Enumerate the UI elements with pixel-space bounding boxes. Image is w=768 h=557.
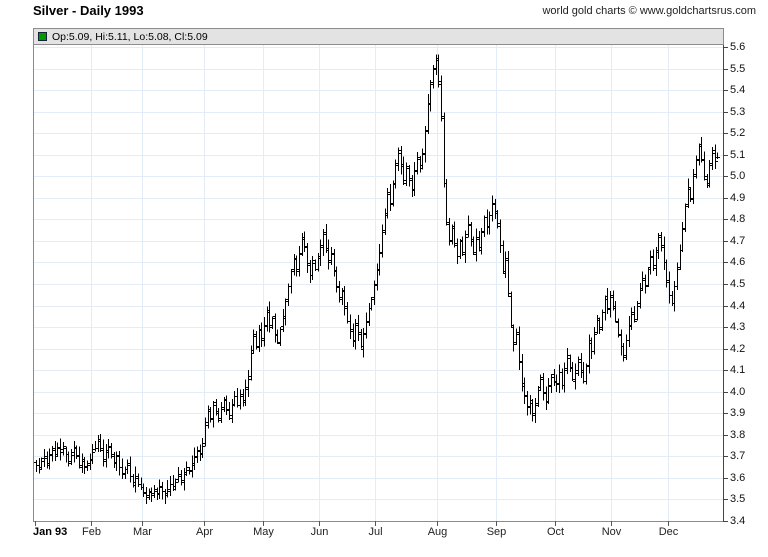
chart-title: Silver - Daily 1993 — [33, 3, 144, 18]
y-tick-label: 4.8 — [730, 213, 746, 225]
x-tick-label: Aug — [427, 526, 448, 538]
x-tick-label: May — [253, 526, 274, 538]
y-tick-label: 4.0 — [730, 386, 746, 398]
copyright-text: world gold charts © www.goldchartsrus.co… — [542, 5, 756, 17]
y-tick-label: 4.2 — [730, 343, 746, 355]
y-tick-label: 4.9 — [730, 192, 746, 204]
y-tick-label: 5.2 — [730, 127, 746, 139]
x-tick-label: Jul — [368, 526, 383, 538]
y-tick-label: 3.4 — [730, 515, 746, 527]
y-tick-label: 4.3 — [730, 321, 746, 333]
x-tick-label: Apr — [195, 526, 214, 538]
y-tick-label: 3.9 — [730, 407, 746, 419]
x-tick-label: Sep — [486, 526, 507, 538]
x-tick-label: Jan 93 — [33, 526, 68, 538]
y-tick-label: 5.3 — [730, 106, 746, 118]
y-axis — [723, 28, 728, 522]
y-tick-label: 5.0 — [730, 170, 746, 182]
x-tick-label: Jun — [310, 526, 329, 538]
x-tick-label: Dec — [658, 526, 679, 538]
y-tick-label: 3.6 — [730, 472, 746, 484]
y-tick-label: 4.7 — [730, 235, 746, 247]
plot-border — [33, 28, 724, 522]
gridlines — [33, 44, 723, 521]
legend: Op:5.09, Hi:5.11, Lo:5.08, Cl:5.09 — [33, 28, 724, 45]
y-tick-label: 4.4 — [730, 300, 746, 312]
x-axis-ticks — [35, 521, 669, 526]
y-tick-label: 4.1 — [730, 364, 746, 376]
ohlc-bars — [34, 54, 720, 504]
y-tick-label: 5.6 — [730, 41, 746, 53]
y-tick-label: 5.4 — [730, 84, 746, 96]
x-tick-label: Feb — [82, 526, 101, 538]
y-tick-label: 4.5 — [730, 278, 746, 290]
y-tick-label: 3.5 — [730, 493, 746, 505]
y-tick-label: 4.6 — [730, 256, 746, 268]
y-tick-label: 3.7 — [730, 450, 746, 462]
y-tick-label: 3.8 — [730, 429, 746, 441]
x-tick-label: Oct — [546, 526, 565, 538]
x-tick-label: Nov — [601, 526, 622, 538]
x-tick-label: Mar — [133, 526, 152, 538]
y-tick-label: 5.5 — [730, 63, 746, 75]
legend-ohlc-text: Op:5.09, Hi:5.11, Lo:5.08, Cl:5.09 — [52, 30, 208, 43]
y-tick-label: 5.1 — [730, 149, 746, 161]
series-marker-icon — [38, 32, 47, 41]
